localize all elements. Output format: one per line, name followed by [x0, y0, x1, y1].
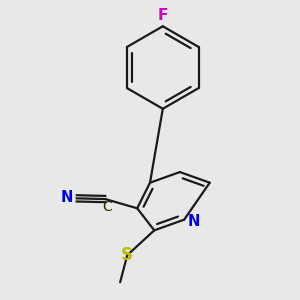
Text: S: S: [121, 246, 133, 264]
Text: N: N: [61, 190, 73, 205]
Text: C: C: [102, 200, 112, 214]
Text: N: N: [188, 214, 200, 229]
Text: F: F: [158, 8, 168, 23]
